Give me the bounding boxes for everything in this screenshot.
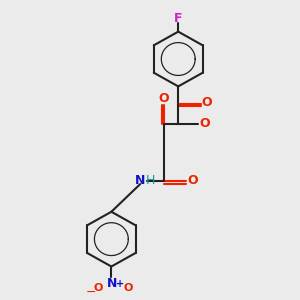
Text: O: O (158, 92, 169, 105)
Text: O: O (187, 174, 197, 187)
Text: H: H (145, 174, 155, 187)
Text: O: O (201, 97, 212, 110)
Text: O: O (93, 283, 103, 293)
Text: O: O (199, 117, 210, 130)
Text: O: O (123, 283, 132, 293)
Text: +: + (116, 279, 124, 289)
Text: N: N (107, 277, 118, 290)
Text: F: F (174, 12, 182, 25)
Text: N: N (135, 174, 146, 187)
Text: −: − (86, 286, 96, 299)
